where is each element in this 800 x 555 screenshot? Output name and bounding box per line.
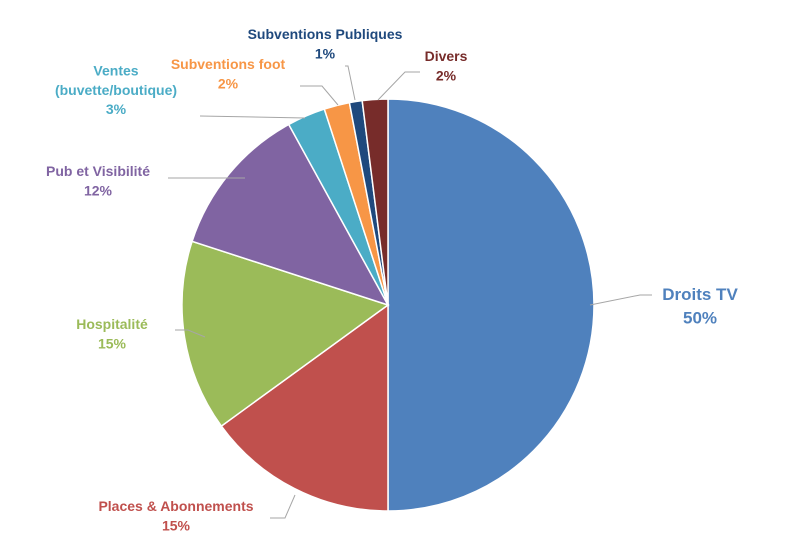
- data-label-hospitalite: Hospitalité 15%: [76, 316, 148, 351]
- leader-line-places-abonnements: [270, 494, 296, 519]
- data-label-name: Hospitalité: [76, 316, 148, 332]
- data-label-name: Subventions foot: [171, 56, 286, 72]
- data-label-droits-tv: Droits TV 50%: [662, 285, 738, 327]
- data-label-name: Pub et Visibilité: [46, 163, 150, 179]
- pie-slice-divers: [361, 98, 389, 306]
- data-label-value: 12%: [84, 183, 113, 199]
- data-label-pub-et-visibilite: Pub et Visibilité 12%: [46, 163, 150, 198]
- data-label-value: 2%: [436, 68, 457, 84]
- leader-line-ventes-buvette-boutique: [199, 115, 306, 119]
- data-label-subventions-foot: Subventions foot 2%: [171, 56, 286, 91]
- leader-line-subventions-publiques: [345, 65, 356, 101]
- data-label-ventes-buvette-boutique: Ventes (buvette/boutique) 3%: [55, 63, 177, 118]
- data-label-name: Subventions Publiques: [248, 26, 403, 42]
- data-label-name: Ventes: [93, 63, 138, 79]
- data-label-value: 3%: [106, 101, 127, 117]
- leader-lines: [168, 65, 652, 519]
- pie-slice-hospitalite: [181, 240, 390, 428]
- leader-line-hospitalite: [175, 329, 206, 338]
- leader-line-droits-tv: [589, 294, 652, 306]
- data-label-name: Droits TV: [662, 285, 738, 304]
- data-label-name: (buvette/boutique): [55, 82, 177, 98]
- data-label-divers: Divers 2%: [425, 48, 468, 83]
- pie-slice-pub-et-visibilite: [191, 123, 390, 307]
- pie-slice-droits-tv: [387, 98, 595, 512]
- data-label-places-abonnements: Places & Abonnements 15%: [98, 498, 253, 533]
- data-label-value: 2%: [218, 76, 239, 92]
- data-label-name: Places & Abonnements: [98, 498, 253, 514]
- data-label-value: 50%: [683, 309, 717, 328]
- data-label-subventions-publiques: Subventions Publiques 1%: [248, 26, 403, 61]
- leader-line-divers: [377, 71, 420, 101]
- pie-slices: [181, 98, 595, 512]
- data-label-value: 15%: [98, 336, 127, 352]
- data-label-value: 1%: [315, 46, 336, 62]
- data-label-value: 15%: [162, 518, 191, 534]
- pie-slice-places-abonnements: [220, 303, 389, 512]
- data-labels: Droits TV 50%Places & Abonnements 15%Hospi…: [46, 26, 738, 533]
- data-label-name: Divers: [425, 48, 468, 64]
- leader-line-subventions-foot: [300, 85, 339, 106]
